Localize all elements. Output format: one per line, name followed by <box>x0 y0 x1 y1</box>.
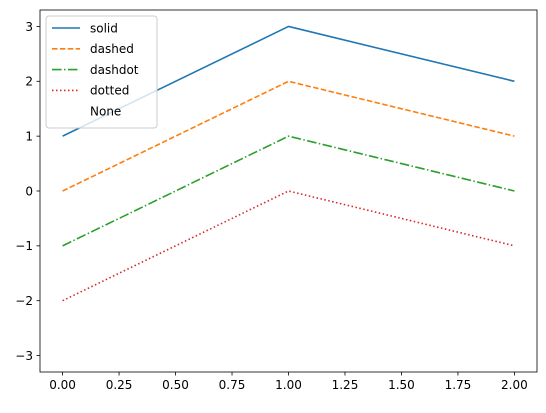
legend-box <box>45 15 158 129</box>
series-line-dashdot <box>62 135 515 247</box>
x-tick-label: 0.25 <box>106 378 133 392</box>
x-tick-label: 0.75 <box>219 378 246 392</box>
legend-label-dashdot: dashdot <box>90 63 139 77</box>
x-tick-label: 1.75 <box>445 378 472 392</box>
legend: solid dashed dashdot dotted None <box>45 15 158 129</box>
series-line-dashed <box>62 80 515 192</box>
x-tick-label: 2.00 <box>501 378 528 392</box>
x-tick-label: 0.50 <box>162 378 189 392</box>
legend-label-dashed: dashed <box>90 42 134 56</box>
y-tick-label: 3 <box>25 20 33 34</box>
x-tick-label: 1.50 <box>388 378 415 392</box>
plot-frame <box>39 9 538 373</box>
legend-label-solid: solid <box>90 21 118 35</box>
y-tick-label: −3 <box>15 349 33 363</box>
y-tick-label: 2 <box>25 75 33 89</box>
x-tick-label: 0.00 <box>49 378 76 392</box>
legend-label-none: None <box>90 105 121 119</box>
y-tick-label: 1 <box>25 129 33 143</box>
y-tick-label: −1 <box>15 239 33 253</box>
x-tick-label: 1.00 <box>275 378 302 392</box>
legend-label-dotted: dotted <box>90 84 129 98</box>
axes-layer: 0.00 0.25 0.50 0.75 1.00 1.25 1.50 1.75 2.00 −3 −2… <box>15 20 527 392</box>
x-tick-label: 1.25 <box>332 378 359 392</box>
y-tick-label: 0 <box>25 184 33 198</box>
y-tick-label: −2 <box>15 294 33 308</box>
